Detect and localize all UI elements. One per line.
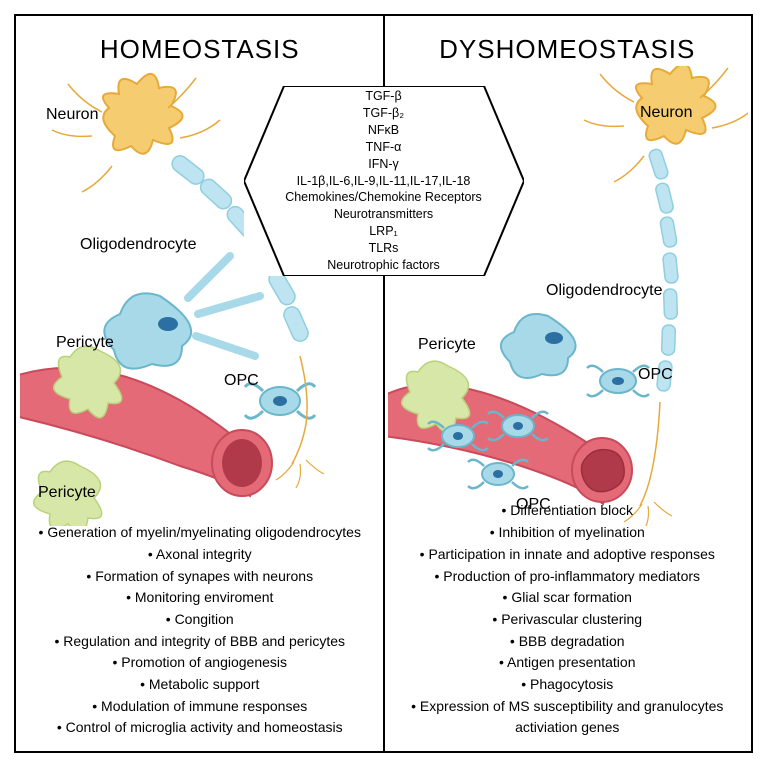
bullet-item: • Modulation of immune responses	[28, 696, 372, 718]
label-opc: OPC	[224, 372, 259, 390]
bullet-item: • Perivascular clustering	[396, 609, 740, 631]
hex-line: IL-1β,IL-6,IL-9,IL-11,IL-17,IL-18	[297, 173, 471, 190]
hex-line: TNF-α	[366, 139, 402, 156]
hex-line: TLRs	[369, 240, 399, 257]
bullet-item: • Phagocytosis	[396, 674, 740, 696]
center-hexagon: TGF-β TGF-β₂ NFκB TNF-α IFN-γ IL-1β,IL-6…	[244, 86, 524, 276]
label-pericyte: Pericyte	[56, 334, 114, 352]
bullet-item: • Metabolic support	[28, 674, 372, 696]
bullet-item: • Generation of myelin/myelinating oligo…	[28, 522, 372, 544]
hex-line: TGF-β	[365, 88, 401, 105]
oligodendrocyte-detached-icon	[501, 314, 576, 378]
hex-line: NFκB	[368, 122, 399, 139]
bullet-item: • Inhibition of myelination	[396, 522, 740, 544]
bullet-item: • Glial scar formation	[396, 587, 740, 609]
bullet-item: • Monitoring enviroment	[28, 587, 372, 609]
left-bullets: • Generation of myelin/myelinating oligo…	[16, 522, 384, 739]
hex-line: TGF-β₂	[363, 105, 404, 122]
label-oligodendrocyte: Oligodendrocyte	[80, 236, 197, 254]
bullet-item: • BBB degradation	[396, 631, 740, 653]
label-pericyte: Pericyte	[38, 484, 96, 502]
oligodendrocyte-icon	[104, 256, 260, 369]
right-bullets: • Differentiation block • Inhibition of …	[384, 500, 752, 739]
left-title: HOMEOSTASIS	[16, 34, 384, 65]
bullet-item: • Axonal integrity	[28, 544, 372, 566]
bullet-item: • Production of pro-inflammatory mediato…	[396, 566, 740, 588]
label-neuron: Neuron	[46, 106, 98, 124]
bullet-item: • Promotion of angiogenesis	[28, 652, 372, 674]
bullet-item: • Regulation and integrity of BBB and pe…	[28, 631, 372, 653]
bullet-item: • Congition	[28, 609, 372, 631]
hex-line: LRP₁	[369, 223, 398, 240]
hex-line: Neurotrophic factors	[327, 257, 440, 274]
label-pericyte: Pericyte	[418, 336, 476, 354]
bullet-item: • Formation of synapes with neurons	[28, 566, 372, 588]
label-oligodendrocyte: Oligodendrocyte	[546, 282, 663, 300]
bullet-item: • Expression of MS susceptibility and gr…	[396, 696, 740, 739]
hex-line: Neurotransmitters	[334, 206, 433, 223]
bullet-item: • Control of microglia activity and home…	[28, 717, 372, 739]
hex-line: Chemokines/Chemokine Receptors	[285, 189, 482, 206]
hexagon-text: TGF-β TGF-β₂ NFκB TNF-α IFN-γ IL-1β,IL-6…	[244, 86, 524, 276]
label-neuron: Neuron	[640, 104, 692, 122]
right-title: DYSHOMEOSTASIS	[384, 34, 752, 65]
figure-frame: HOMEOSTASIS DYSHOMEOSTASIS TGF-β TGF-β₂ …	[14, 14, 753, 753]
bullet-item: • Differentiation block	[396, 500, 740, 522]
label-opc: OPC	[638, 366, 673, 384]
bullet-item: • Participation in innate and adoptive r…	[396, 544, 740, 566]
bullet-item: • Antigen presentation	[396, 652, 740, 674]
hex-line: IFN-γ	[368, 156, 399, 173]
